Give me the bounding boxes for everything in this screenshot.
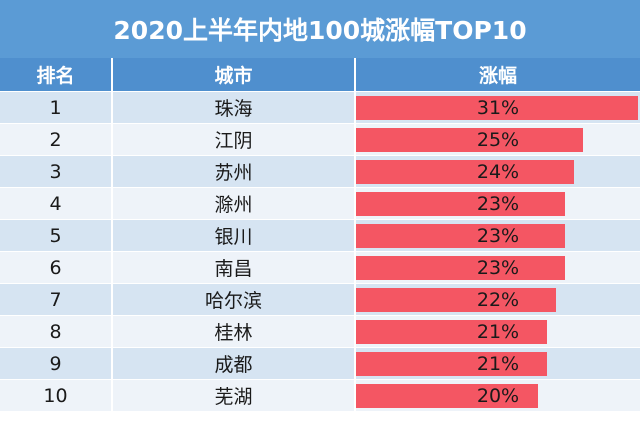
table-row: 5 银川 23% <box>0 220 640 251</box>
rank-cell: 3 <box>49 160 62 183</box>
growth-bar <box>356 128 583 152</box>
rank-cell: 1 <box>49 96 62 119</box>
growth-bar <box>356 224 565 248</box>
growth-bar <box>356 256 565 280</box>
growth-label: 22% <box>476 288 520 311</box>
growth-label: 23% <box>476 256 520 279</box>
rank-cell: 9 <box>49 352 62 375</box>
growth-bar <box>356 160 574 184</box>
column-divider <box>111 58 113 431</box>
growth-label: 31% <box>476 96 520 119</box>
growth-label: 21% <box>476 352 520 375</box>
growth-bar <box>356 352 547 376</box>
table-row: 9 成都 21% <box>0 348 640 379</box>
rank-cell: 4 <box>49 192 62 215</box>
rank-cell: 8 <box>49 320 62 343</box>
growth-bar <box>356 192 565 216</box>
rank-cell: 5 <box>49 224 62 247</box>
growth-label: 21% <box>476 320 520 343</box>
growth-label: 25% <box>476 128 520 151</box>
city-cell: 成都 <box>214 354 253 376</box>
table-row: 10 芜湖 20% <box>0 380 640 411</box>
table-row: 4 滁州 23% <box>0 188 640 219</box>
city-cell: 珠海 <box>214 98 253 120</box>
city-cell: 滁州 <box>214 194 253 216</box>
growth-label: 23% <box>476 224 520 247</box>
city-cell: 苏州 <box>214 162 253 184</box>
rank-cell: 10 <box>43 384 68 407</box>
row-divider <box>0 411 640 413</box>
table-row: 7 哈尔滨 22% <box>0 284 640 315</box>
city-cell: 芜湖 <box>214 386 253 408</box>
header-rank: 排名 <box>36 65 75 87</box>
table-row: 6 南昌 23% <box>0 252 640 283</box>
city-cell: 南昌 <box>214 258 253 280</box>
header-growth: 涨幅 <box>478 65 517 87</box>
rank-cell: 6 <box>49 256 62 279</box>
column-divider <box>354 58 356 431</box>
growth-label: 20% <box>476 384 520 407</box>
city-cell: 哈尔滨 <box>204 290 262 312</box>
table-title: 2020上半年内地100城涨幅TOP10 <box>0 0 640 58</box>
city-cell: 江阴 <box>214 130 253 152</box>
growth-bar <box>356 384 538 408</box>
table-header: 排名 城市 涨幅 <box>0 58 640 91</box>
table-row: 2 江阴 25% <box>0 124 640 155</box>
growth-bar <box>356 96 638 120</box>
city-cell: 银川 <box>214 226 253 248</box>
city-cell: 桂林 <box>214 322 253 344</box>
table-row: 3 苏州 24% <box>0 156 640 187</box>
table-row: 8 桂林 21% <box>0 316 640 347</box>
rank-cell: 7 <box>49 288 62 311</box>
header-city: 城市 <box>214 65 253 87</box>
growth-label: 24% <box>476 160 520 183</box>
rank-cell: 2 <box>49 128 62 151</box>
growth-label: 23% <box>476 192 520 215</box>
table-row: 1 珠海 31% <box>0 92 640 123</box>
growth-bar <box>356 288 556 312</box>
growth-bar <box>356 320 547 344</box>
